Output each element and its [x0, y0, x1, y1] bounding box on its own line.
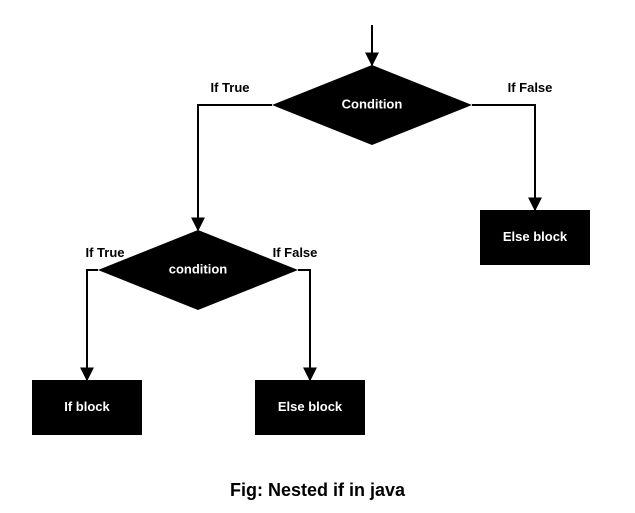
flowchart-canvas: If True If False If True If False Condition c…	[0, 0, 635, 513]
node-label-else1: Else block	[503, 229, 568, 244]
edge-label-cond1-true: If True	[210, 80, 249, 95]
edge-cond1-true	[198, 105, 272, 230]
edge-cond2-true	[87, 270, 98, 380]
figure-caption: Fig: Nested if in java	[0, 480, 635, 501]
node-label-else2: Else block	[278, 399, 343, 414]
node-label-ifblk: If block	[64, 399, 110, 414]
edge-label-cond2-true: If True	[85, 245, 124, 260]
edge-cond1-false	[472, 105, 535, 210]
edge-label-cond2-false: If False	[273, 245, 318, 260]
node-label-cond2: condition	[169, 261, 228, 276]
edge-label-cond1-false: If False	[508, 80, 553, 95]
edge-cond2-false	[298, 270, 310, 380]
node-label-cond1: Condition	[342, 96, 403, 111]
